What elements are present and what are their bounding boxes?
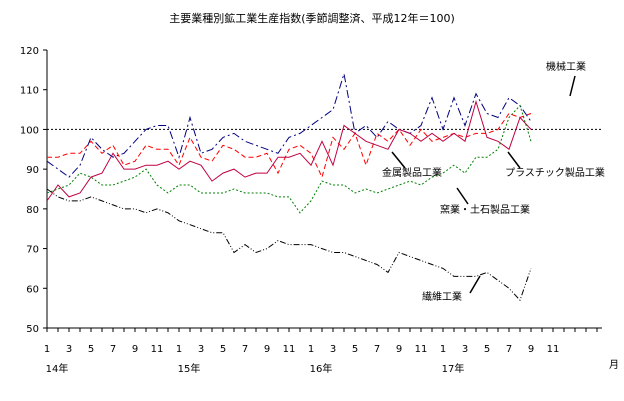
year-labels: 14年 15年 16年 17年 <box>46 362 465 375</box>
annotation-leader <box>507 151 521 169</box>
x-tick-label: 9 <box>132 344 138 355</box>
x-tick-label: 3 <box>330 344 336 355</box>
annotation-leader <box>456 187 469 205</box>
x-tick-label: 1 <box>44 344 50 355</box>
x-tick-label: 7 <box>242 344 248 355</box>
series-line <box>47 112 532 179</box>
y-tick-labels: 50 60 70 80 90 100 110 120 <box>20 46 47 335</box>
x-tick-label: 11 <box>547 344 560 355</box>
chart-title: 主要業種別鉱工業生産指数(季節調整済、平成12年＝100) <box>169 11 455 25</box>
annotation-label: 金属製品工業 <box>382 166 442 179</box>
x-tick-label: 11 <box>151 344 164 355</box>
x-tick-label: 5 <box>88 344 94 355</box>
y-tick-label: 120 <box>20 46 39 57</box>
year-label: 17年 <box>442 362 465 375</box>
x-tick-label: 11 <box>415 344 428 355</box>
x-tick-label: 5 <box>220 344 226 355</box>
annotation-leader <box>391 151 406 169</box>
annotation-leader <box>469 275 481 294</box>
y-tick-label: 70 <box>26 245 39 256</box>
x-tick-label: 3 <box>198 344 204 355</box>
annotation-label: 繊維工業 <box>422 290 462 303</box>
x-tick-label: 11 <box>283 344 296 355</box>
year-label: 14年 <box>46 362 69 375</box>
x-tick-label: 9 <box>264 344 270 355</box>
y-tick-label: 60 <box>26 284 39 295</box>
series-line <box>46 99 532 202</box>
x-tick-label: 7 <box>374 344 380 355</box>
x-tick-labels: 1 3 5 7 9 11 1 3 5 7 9 11 1 3 5 7 9 11 1 3 5 7 9 11 <box>44 328 598 355</box>
y-tick-label: 80 <box>26 205 39 216</box>
y-tick-label: 90 <box>26 165 39 176</box>
y-tick-label: 100 <box>20 125 39 136</box>
x-tick-label: 7 <box>110 344 116 355</box>
year-label: 16年 <box>310 362 333 375</box>
x-tick-label: 9 <box>396 344 402 355</box>
x-tick-label: 5 <box>352 344 358 355</box>
x-tick-label: 1 <box>176 344 182 355</box>
series-line <box>46 104 532 214</box>
annotation-label: 窯業・土石製品工業 <box>440 203 530 216</box>
year-label: 15年 <box>178 362 201 375</box>
series-line <box>46 188 532 302</box>
x-tick-label: 1 <box>440 344 446 355</box>
x-tick-label: 9 <box>528 344 534 355</box>
annotation-label: プラスチック製品工業 <box>505 166 605 179</box>
y-tick-label: 50 <box>26 324 39 335</box>
x-unit-label: 月 <box>609 359 619 371</box>
series-line <box>46 73 532 178</box>
annotation-leader <box>569 75 576 97</box>
x-tick-label: 3 <box>462 344 468 355</box>
series-group <box>46 73 532 302</box>
annotation-label: 機械工業 <box>546 60 586 73</box>
x-tick-label: 5 <box>484 344 490 355</box>
x-tick-label: 1 <box>308 344 314 355</box>
x-tick-label: 7 <box>506 344 512 355</box>
axes <box>46 50 602 329</box>
y-tick-label: 110 <box>20 86 39 97</box>
x-tick-label: 3 <box>66 344 72 355</box>
